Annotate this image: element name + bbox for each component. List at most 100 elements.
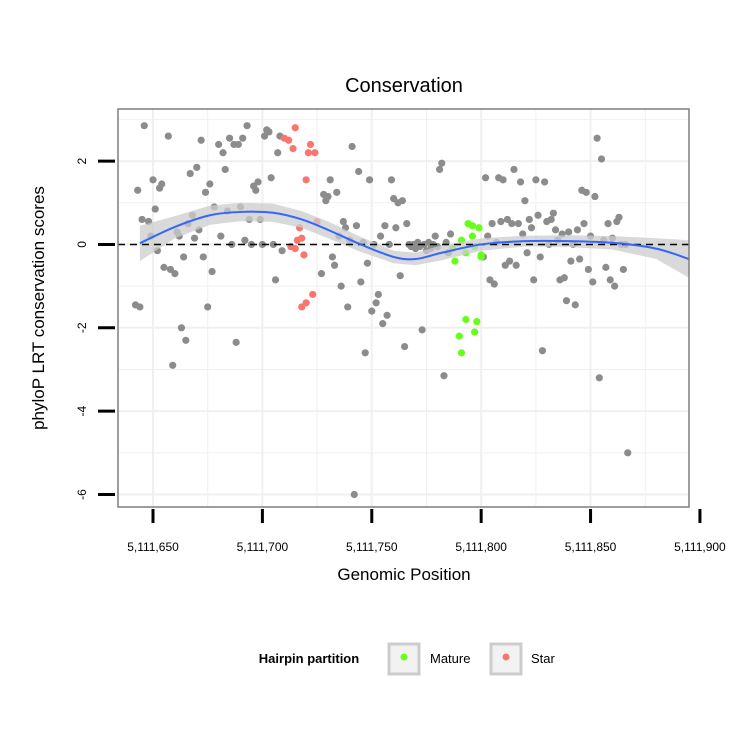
plot-panel: [117, 108, 690, 508]
data-point: [560, 274, 568, 282]
x-axis-title: Genomic Position: [337, 565, 470, 584]
data-point-mature: [455, 332, 463, 340]
data-point: [584, 265, 592, 274]
data-point: [160, 263, 168, 271]
data-point: [499, 176, 507, 184]
data-point: [328, 253, 336, 261]
data-point: [344, 303, 352, 311]
data-point: [512, 261, 520, 269]
data-point: [269, 240, 277, 249]
data-point-star: [298, 234, 306, 242]
y-tick-label: 0: [75, 241, 89, 248]
legend: Hairpin partition Mature Star: [259, 642, 556, 676]
data-point: [573, 226, 582, 234]
data-point: [571, 301, 579, 309]
data-point: [274, 149, 282, 157]
data-point: [138, 215, 146, 224]
x-tick-label: 5,111,900: [674, 540, 726, 554]
data-point: [516, 178, 525, 186]
data-point: [252, 186, 260, 194]
data-point: [431, 232, 439, 240]
data-point: [365, 176, 374, 184]
data-point: [324, 192, 332, 201]
data-point: [523, 249, 531, 257]
data-point: [541, 178, 549, 186]
x-tick-label: 5,111,650: [127, 540, 179, 554]
data-point-mature: [462, 315, 470, 324]
data-point: [606, 276, 614, 284]
data-point: [234, 140, 242, 149]
data-point: [215, 140, 223, 149]
data-point: [497, 217, 505, 226]
data-point: [435, 165, 444, 174]
y-axis-title: phyloP LRT conservation scores: [29, 186, 48, 430]
data-point-mature: [473, 317, 481, 326]
data-point: [158, 180, 166, 188]
data-point: [597, 155, 606, 163]
data-point: [611, 282, 619, 290]
data-point: [190, 234, 199, 242]
data-point-star: [306, 140, 315, 149]
x-tick-label: 5,111,800: [455, 540, 507, 554]
data-point: [206, 180, 214, 188]
data-point: [536, 253, 544, 261]
data-point: [527, 224, 536, 232]
data-point: [186, 169, 194, 178]
data-point: [593, 134, 601, 142]
y-tick-label: 2: [75, 157, 89, 164]
data-point: [376, 232, 385, 240]
data-point: [440, 372, 448, 380]
data-point-star: [289, 144, 297, 153]
data-point: [383, 311, 391, 319]
data-point-star: [300, 251, 308, 259]
data-point: [589, 278, 597, 286]
data-point: [403, 220, 411, 228]
smooth-trend-line: [139, 210, 690, 261]
data-point: [361, 349, 369, 357]
data-point: [232, 338, 240, 346]
data-point: [562, 297, 571, 305]
data-point: [514, 220, 522, 228]
chart-title: Conservation: [345, 75, 463, 97]
data-point: [357, 278, 365, 286]
data-point: [333, 188, 341, 196]
data-point: [619, 265, 627, 274]
data-point: [136, 303, 144, 311]
data-point: [400, 342, 409, 351]
data-point: [591, 192, 599, 201]
data-point: [180, 253, 188, 261]
data-point-star: [309, 290, 317, 299]
data-point: [381, 222, 389, 230]
data-point: [576, 255, 584, 263]
data-point: [534, 211, 542, 219]
data-point: [446, 230, 455, 238]
data-point: [271, 276, 280, 284]
data-point-mature: [477, 251, 485, 259]
data-point: [169, 361, 177, 369]
data-point: [326, 176, 334, 184]
y-tick-label: -4: [75, 405, 89, 416]
data-point: [398, 197, 407, 205]
data-point: [538, 347, 547, 355]
data-point: [339, 217, 347, 226]
data-point: [225, 134, 234, 142]
data-point-star: [291, 245, 299, 253]
data-point: [488, 220, 496, 228]
legend-title: Hairpin partition: [259, 651, 359, 666]
data-point: [580, 220, 588, 228]
data-point: [565, 228, 573, 236]
data-point-star: [311, 149, 319, 157]
data-point: [352, 222, 361, 230]
data-point: [392, 224, 400, 232]
data-point: [134, 186, 142, 194]
data-point: [278, 247, 286, 255]
data-point-star: [291, 124, 299, 132]
data-point: [221, 165, 229, 174]
data-point-star: [302, 299, 310, 307]
x-tick-label: 5,111,700: [237, 540, 289, 554]
data-point: [219, 149, 227, 157]
data-point: [549, 209, 557, 217]
data-point: [201, 188, 210, 196]
data-point-mature: [471, 328, 479, 336]
data-point-star: [304, 149, 312, 157]
